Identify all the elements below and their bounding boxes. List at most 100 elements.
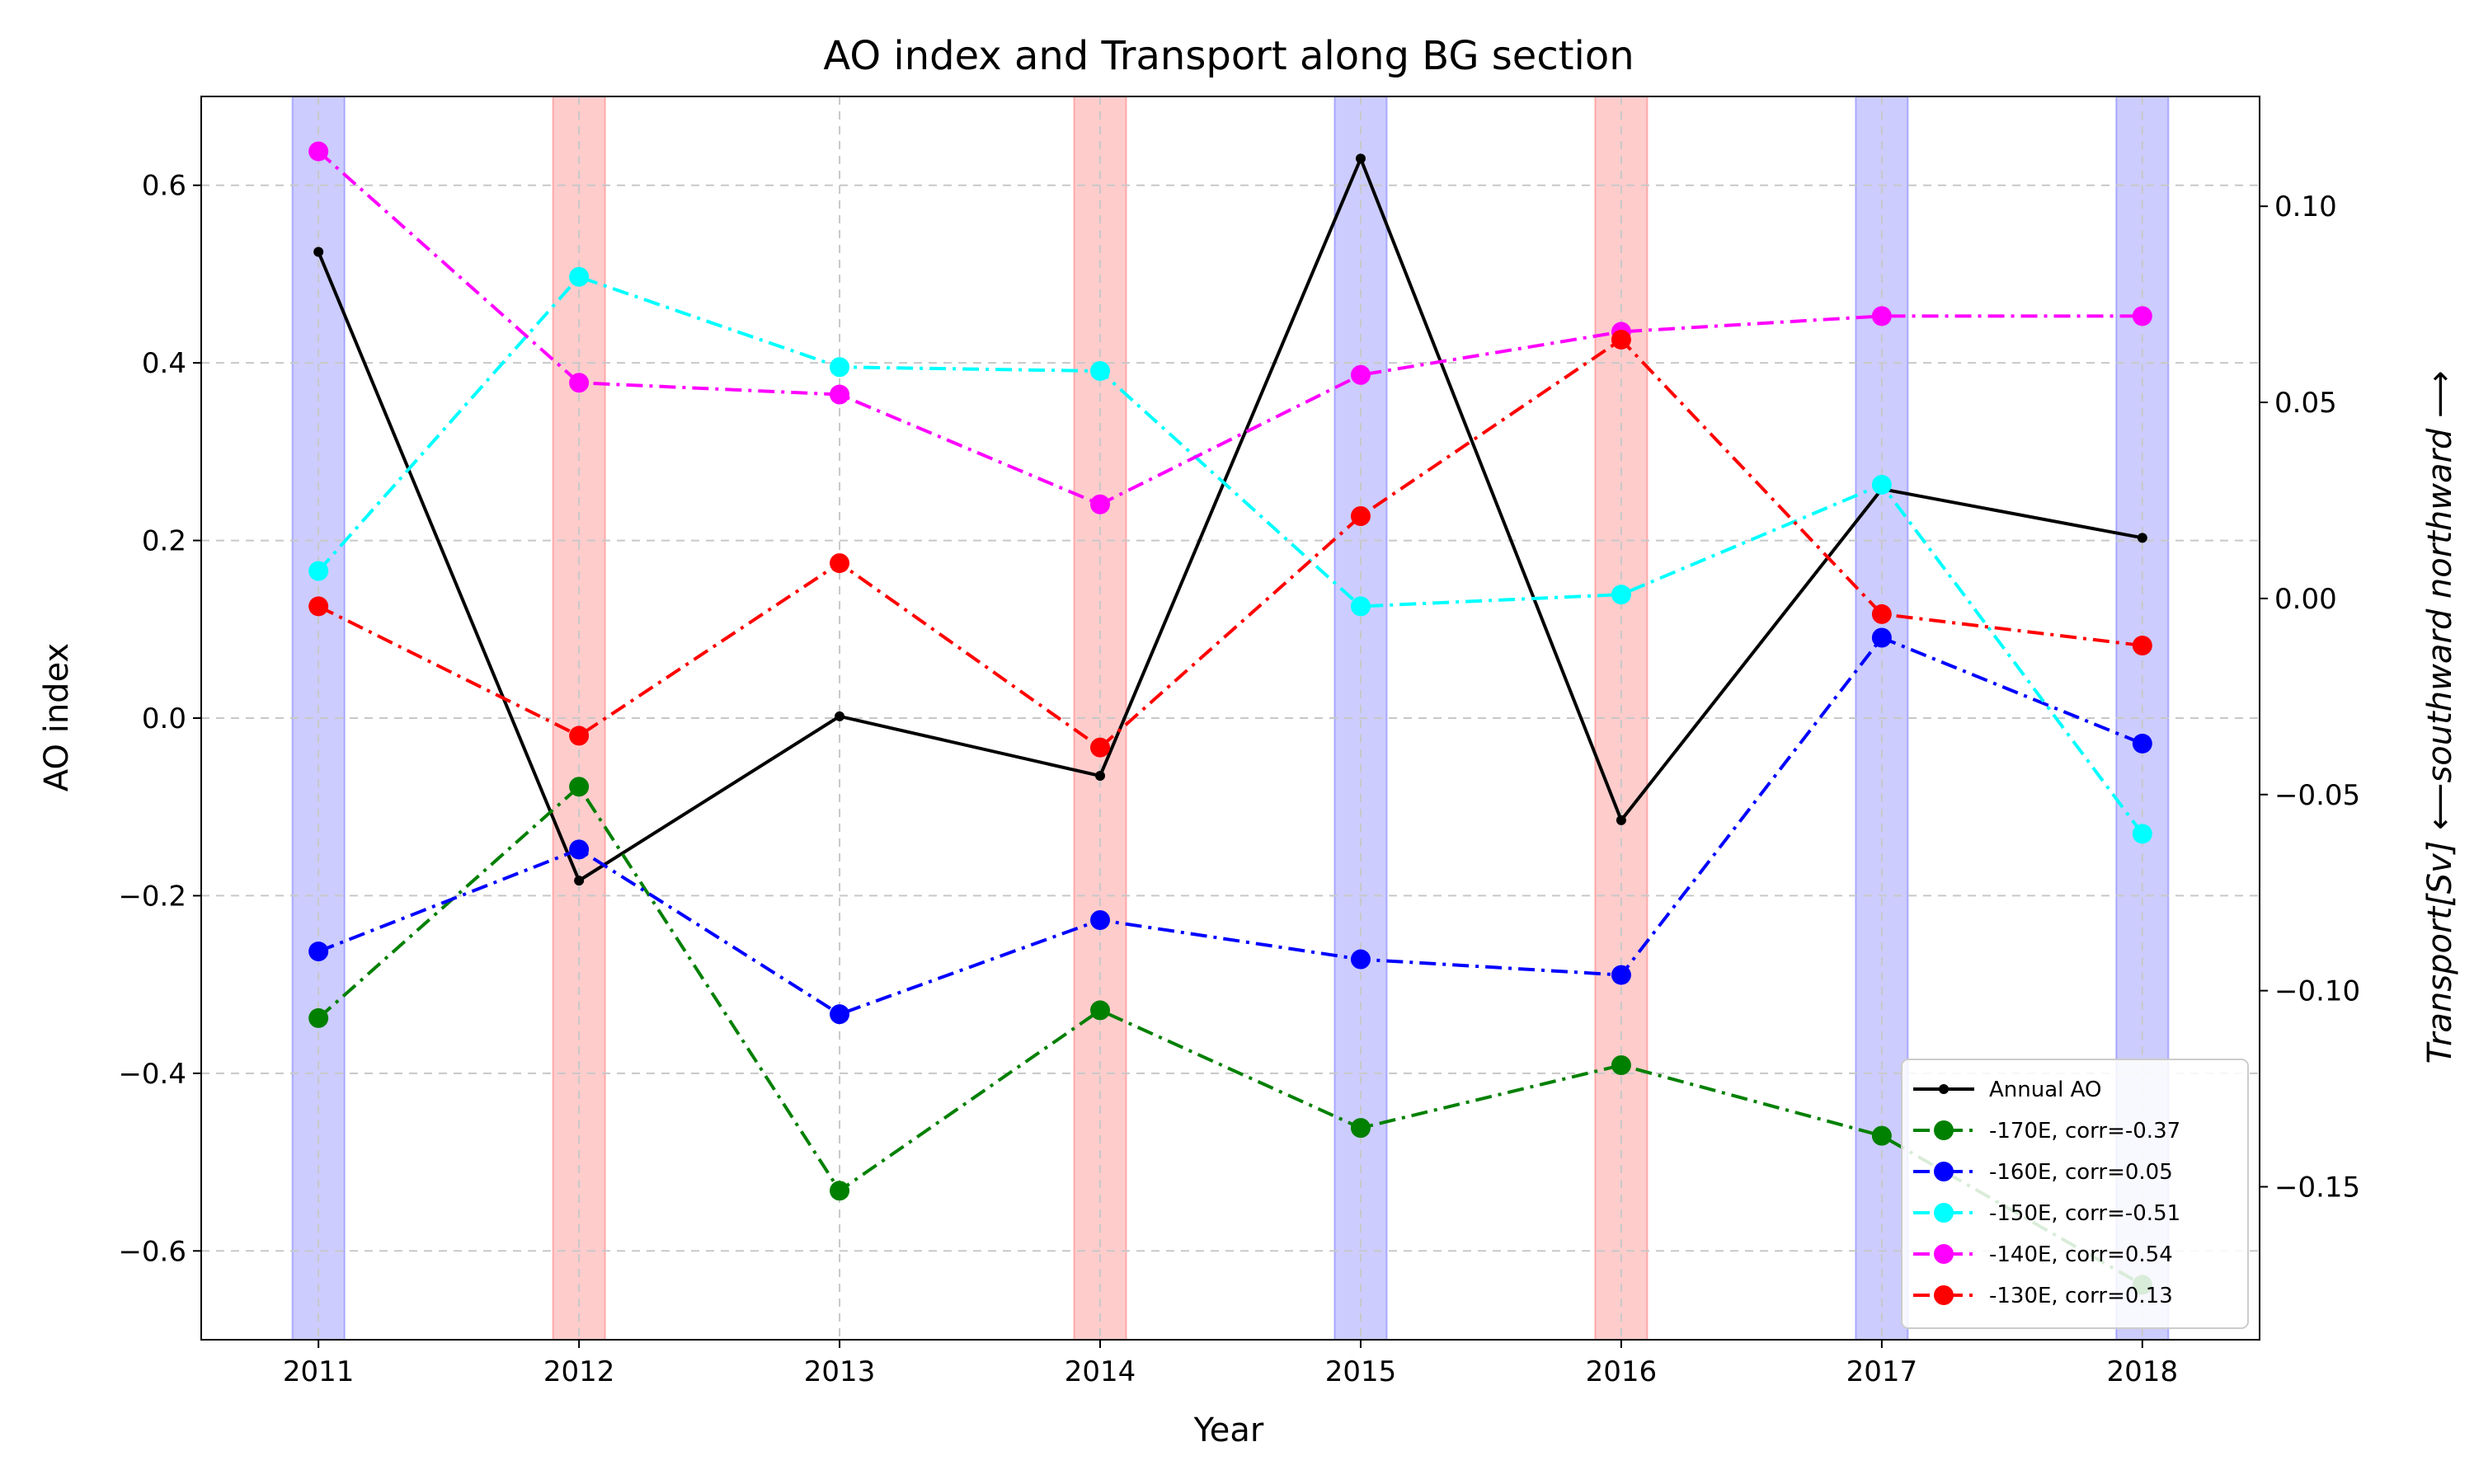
y-tick-label: 0.6 [142, 170, 186, 203]
legend-marker [1934, 1120, 1954, 1140]
series-point-3 [830, 357, 850, 378]
series-point-1 [1871, 1125, 1892, 1146]
legend-marker [1934, 1162, 1954, 1181]
series-point-0 [313, 247, 324, 257]
legend-marker [1934, 1244, 1954, 1264]
series-line-2 [317, 636, 2143, 1017]
series-point-2 [308, 942, 329, 962]
x-axis-ticks: 2011 2012 2013 2014 2015 2016 2017 2018 [283, 1340, 2178, 1388]
series-point-2 [1871, 627, 1892, 648]
series-point-4 [1871, 306, 1892, 326]
series-point-3 [1350, 596, 1371, 617]
legend-label: -130E, corr=0.13 [1989, 1284, 2173, 1308]
legend-label: -170E, corr=-0.37 [1989, 1119, 2180, 1144]
series-point-1 [308, 1007, 329, 1028]
y-tick-label: −0.4 [118, 1058, 186, 1091]
series-point-0 [1355, 153, 1366, 164]
y-right-tick-label: 0.05 [2274, 387, 2337, 420]
legend-label: -150E, corr=-0.51 [1989, 1201, 2180, 1226]
series-point-5 [569, 726, 590, 746]
series-point-2 [2132, 733, 2152, 754]
x-tick-label: 2014 [1065, 1355, 1136, 1388]
series-point-3 [2132, 824, 2152, 844]
y-right-tick-label: 0.10 [2274, 190, 2337, 223]
series-point-5 [830, 553, 850, 574]
series-point-0 [1095, 771, 1106, 782]
x-tick-label: 2017 [1846, 1355, 1918, 1388]
legend-box [1901, 1059, 2249, 1329]
legend-item: -170E, corr=-0.37 [1913, 1119, 2180, 1144]
series-point-1 [569, 777, 590, 797]
x-tick-label: 2016 [1586, 1355, 1658, 1388]
y-axis-left-ticks: −0.6 −0.4 −0.2 0.0 0.2 0.4 0.6 [118, 170, 201, 1268]
series-point-2 [569, 839, 590, 860]
x-tick-label: 2012 [543, 1355, 615, 1388]
series-point-5 [1350, 506, 1371, 527]
legend-marker [1939, 1084, 1949, 1094]
legend-item: -160E, corr=0.05 [1913, 1160, 2173, 1185]
series-point-1 [1350, 1118, 1371, 1139]
series-point-3 [569, 266, 590, 287]
y-tick-label: −0.2 [118, 880, 186, 913]
y-tick-label: −0.6 [118, 1235, 186, 1268]
legend-item: -140E, corr=0.54 [1913, 1242, 2173, 1267]
legend-item: Annual AO [1913, 1078, 2101, 1102]
x-tick-label: 2013 [804, 1355, 876, 1388]
series-point-5 [2132, 635, 2152, 655]
series-point-1 [1611, 1055, 1631, 1076]
legend-label: -160E, corr=0.05 [1989, 1160, 2173, 1185]
series-point-4 [569, 373, 590, 393]
series-point-1 [830, 1181, 850, 1201]
y-right-tick-label: 0.00 [2274, 583, 2337, 616]
series-line-1 [317, 784, 2143, 1287]
series-line-0 [317, 154, 2143, 884]
legend-marker [1934, 1203, 1954, 1223]
series-point-3 [308, 561, 329, 581]
series-point-5 [308, 596, 329, 617]
series-point-0 [1616, 815, 1626, 825]
series-point-0 [574, 876, 585, 886]
series-point-1 [1090, 1000, 1111, 1021]
legend-item: -150E, corr=-0.51 [1913, 1201, 2180, 1226]
series-line-3 [317, 275, 2144, 835]
legend: Annual AO -170E, corr=-0.37 -160E, corr=0.… [1901, 1059, 2249, 1329]
series-points [308, 141, 2152, 1295]
series-point-0 [2137, 533, 2147, 543]
series-point-3 [1611, 585, 1631, 605]
series-point-5 [1090, 737, 1111, 758]
x-tick-label: 2011 [283, 1355, 355, 1388]
grid-lines [201, 96, 2260, 1340]
series-lines [317, 150, 2144, 1287]
chart-title: AO index and Transport along BG section [823, 33, 1634, 79]
legend-label: Annual AO [1989, 1078, 2101, 1102]
x-tick-label: 2015 [1325, 1355, 1397, 1388]
y-axis-label: AO index [38, 643, 76, 791]
x-tick-label: 2018 [2107, 1355, 2179, 1388]
series-point-2 [830, 1004, 850, 1025]
series-point-2 [1611, 965, 1631, 985]
series-point-5 [1611, 329, 1631, 350]
legend-marker [1934, 1285, 1954, 1305]
series-point-4 [1090, 494, 1111, 514]
y-tick-label: 0.0 [142, 702, 186, 735]
y-right-tick-label: −0.10 [2274, 975, 2360, 1008]
legend-label: -140E, corr=0.54 [1989, 1242, 2173, 1267]
series-point-3 [1090, 360, 1111, 381]
series-point-2 [1350, 949, 1371, 970]
y-right-tick-label: −0.15 [2274, 1171, 2360, 1204]
series-point-5 [1871, 603, 1892, 624]
y-tick-label: 0.2 [142, 525, 186, 558]
y-axis-right-ticks: −0.15 −0.10 −0.05 0.00 0.05 0.10 [2260, 190, 2360, 1204]
legend-item: -130E, corr=0.13 [1913, 1284, 2173, 1308]
series-line-5 [317, 337, 2143, 750]
series-point-4 [1350, 364, 1371, 385]
series-point-4 [2132, 306, 2152, 326]
series-point-2 [1090, 909, 1111, 930]
y-axis-right-label: Transport[Sv] ⟵southward northward ⟶ [2421, 371, 2459, 1064]
series-point-3 [1871, 474, 1892, 495]
y-right-tick-label: −0.05 [2274, 779, 2360, 812]
series-line-4 [317, 150, 2142, 506]
series-point-0 [835, 711, 845, 721]
series-point-4 [308, 141, 329, 162]
